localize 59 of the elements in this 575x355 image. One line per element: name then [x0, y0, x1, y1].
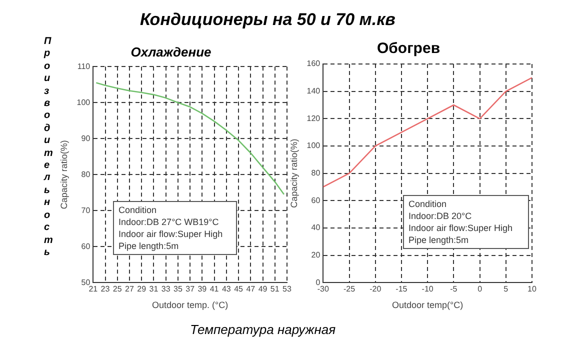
x-tick-label: 45	[234, 284, 244, 294]
y-tick-label: 140	[306, 86, 321, 96]
annotation: Condition	[118, 204, 158, 216]
x-tick-label: 27	[125, 284, 134, 294]
annotation: Indoor:DB 20°C	[408, 210, 473, 222]
text: Производительность	[44, 36, 53, 258]
y-axis-title: Capacity ratio(%)	[288, 138, 299, 208]
y-tick-label: 60	[81, 242, 91, 251]
y-tick-label: 110	[77, 62, 91, 71]
y-tick-label: 70	[81, 206, 91, 215]
y-tick-label: 160	[306, 59, 321, 68]
annotation: Pipe length:5m	[408, 234, 470, 246]
y-tick-label: 100	[306, 141, 321, 150]
x-tick-label: 25	[112, 284, 122, 294]
y-tick-label: 80	[81, 170, 91, 179]
x-tick-label: 33	[161, 284, 171, 294]
x-tick-label: 35	[174, 284, 183, 294]
chart-title: Охлаждение	[130, 44, 212, 60]
annotation: Indoor:DB 27°C WB19°C	[118, 216, 220, 228]
x-tick-label: -25	[343, 284, 356, 294]
text: Кондиционеры на 50 и 70 м.кв	[140, 10, 396, 30]
annotation: Indoor air flow:Super High	[408, 222, 514, 234]
y-tick-label: 40	[311, 223, 321, 232]
x-axis-title: Outdoor temp. (°C)	[152, 300, 228, 310]
y-axis-title: Capacity ratio(%)	[58, 140, 69, 210]
x-tick-label: -5	[450, 284, 458, 294]
x-tick-label: 51	[270, 284, 280, 294]
annotation: Pipe length:5m	[118, 240, 180, 252]
x-tick-label: 49	[258, 284, 268, 294]
chart-title: Обогрев	[376, 40, 440, 58]
x-tick-label: -15	[396, 284, 408, 294]
y-tick-label: 120	[306, 114, 321, 123]
x-tick-label: 23	[100, 284, 110, 294]
y-tick-label: 100	[76, 98, 91, 107]
x-tick-label: 41	[210, 284, 220, 294]
y-tick-label: 60	[311, 196, 321, 205]
x-tick-label: 43	[222, 284, 232, 294]
x-tick-label: 21	[88, 284, 98, 294]
y-tick-label: 90	[81, 134, 91, 143]
x-tick-label: -30	[317, 284, 330, 294]
annotation: Condition	[408, 198, 448, 210]
x-axis-title: Outdoor temp(°C)	[392, 300, 464, 310]
x-tick-label: 31	[149, 284, 159, 294]
y-tick-label: 0	[316, 278, 321, 287]
x-tick-label: 47	[246, 284, 256, 294]
x-tick-label: 10	[528, 284, 537, 294]
x-tick-label: 29	[137, 284, 147, 294]
x-tick-label: 5	[504, 284, 509, 294]
x-tick-label: 0	[478, 284, 483, 294]
x-tick-label: -10	[422, 284, 434, 294]
y-tick-label: 80	[311, 168, 321, 178]
annotation: Indoor air flow:Super High	[118, 228, 224, 240]
text: Температура наружная	[190, 322, 336, 337]
x-tick-label: 37	[186, 284, 196, 294]
y-tick-label: 50	[81, 278, 91, 287]
x-tick-label: 53	[282, 284, 292, 294]
y-tick-label: 20	[311, 250, 321, 260]
x-tick-label: -20	[370, 284, 382, 294]
x-tick-label: 39	[198, 284, 208, 294]
